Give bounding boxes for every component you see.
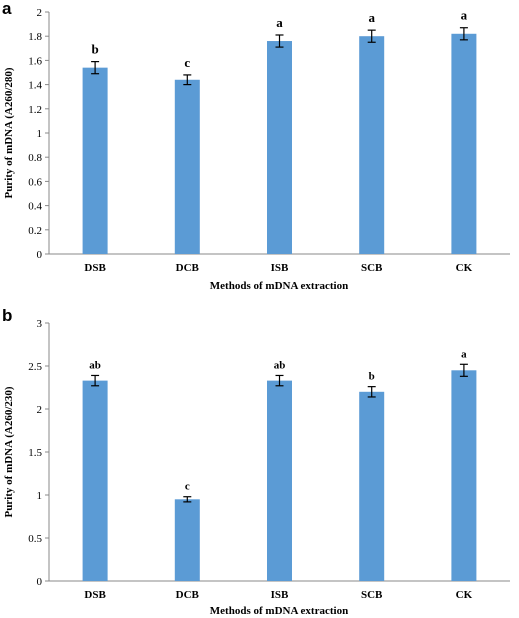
- panel-b-bar-isb: [267, 380, 292, 581]
- panel-b-error-bar-dsb: [91, 374, 100, 387]
- panel-b-x-tick-label-dsb: DSB: [84, 589, 106, 601]
- panel-a-y-ticks: 0 0.2 0.4 0.6 0.8 1 1.2 1.4 1.6 1.8 2: [28, 7, 49, 261]
- panel-b-bar-scb: [359, 391, 385, 581]
- panel-a-significance-label-dsb: b: [91, 42, 98, 57]
- panel-b-error-bar-isb: [275, 374, 284, 387]
- panel-a-error-bar-dsb: [91, 61, 100, 75]
- panel-a-chart: a 00.20.40.60.811.21.41.61.82 bca a a DSB D…: [2, 0, 510, 292]
- panel-b-x-tick-label-isb: ISB: [271, 589, 289, 601]
- panel-a-x-tick-label-dcb: DCB: [176, 262, 200, 274]
- panel-a-letter: a: [2, 0, 12, 18]
- panel-a-x-tick-label-isb: ISB: [271, 262, 289, 274]
- panel-b-chart: b 0 0.5 1 1.5 2 2.5 3 ab c ab b a DSB DCB ISB SCB CK M…: [2, 306, 510, 617]
- panel-b-bar-dcb: [174, 499, 200, 581]
- panel-a-error-bar-ck: [459, 27, 468, 41]
- panel-a-y-tick-label: 1: [37, 128, 43, 140]
- panel-a-y-tick-label: 1.4: [28, 80, 42, 92]
- panel-b-y-tick-label: 3: [37, 318, 43, 330]
- panel-a-y-tick-label: 0.4: [28, 201, 42, 213]
- panel-a-significance-label-ck: a: [461, 8, 468, 23]
- panel-b-x-tick-label-dcb: DCB: [176, 589, 200, 601]
- panel-a-bar-dsb: [82, 67, 108, 254]
- panel-a-y-tick-label: 0.2: [28, 225, 42, 237]
- panel-b-y-tick-label: 2: [37, 404, 43, 416]
- panel-b-bars: ab c ab b a: [82, 348, 477, 581]
- panel-a-bar-isb: [267, 41, 292, 254]
- panel-b-bar-dsb: [82, 380, 108, 581]
- panel-a-significance-label-isb: a: [276, 15, 283, 30]
- panel-b-y-tick-label: 1.5: [28, 447, 42, 459]
- panel-b-x-tick-labels: DSB DCB ISB SCB CK: [84, 589, 472, 601]
- panel-a-error-bar-scb: [367, 29, 376, 43]
- panel-a-x-tick-label-ck: CK: [456, 262, 473, 274]
- panel-a-bars: b c a a a: [82, 8, 477, 255]
- panel-a-y-tick-label: 2: [37, 7, 43, 19]
- panel-b-significance-label-dcb: c: [185, 481, 190, 493]
- panel-b-significance-label-scb: b: [369, 371, 375, 383]
- panel-b-x-tick-label-scb: SCB: [361, 589, 383, 601]
- panel-b-bar-ck: [451, 370, 477, 581]
- panel-b-significance-label-ck: a: [461, 348, 467, 360]
- panel-a-bar-dcb: [174, 79, 200, 254]
- panel-a-y-tick-label: 0.8: [28, 152, 42, 164]
- panel-b-y-tick-label: 0: [37, 576, 43, 588]
- panel-b-x-tick-label-ck: CK: [456, 589, 473, 601]
- panel-a-error-bar-isb: [275, 34, 284, 48]
- panel-b-x-axis-title: Methods of mDNA extraction: [210, 605, 348, 617]
- panel-a-y-tick-label: 1.8: [28, 31, 42, 43]
- panel-b-error-bar-ck: [459, 363, 468, 377]
- panel-b-y-ticks: 0 0.5 1 1.5 2 2.5 3: [28, 318, 49, 588]
- panel-b-letter: b: [2, 306, 12, 325]
- panel-a-y-axis-title: Purity of mDNA (A260/280): [3, 67, 15, 198]
- panel-b-significance-label-dsb: ab: [89, 359, 101, 371]
- panel-b-y-tick-label: 1: [37, 490, 43, 502]
- panel-a-x-tick-label-scb: SCB: [361, 262, 383, 274]
- panel-b-error-bar-dcb: [183, 496, 192, 503]
- panel-a-error-bar-dcb: [183, 74, 192, 86]
- panel-a-significance-label-scb: a: [368, 10, 375, 25]
- panel-b-y-tick-label: 0.5: [28, 533, 42, 545]
- panel-a-y-tick-label: 1.6: [28, 55, 42, 67]
- panel-a-bar-scb: [359, 36, 385, 255]
- panel-a-y-tick-label: 1.2: [28, 104, 42, 116]
- panel-a-y-tick-label: 0.6: [28, 176, 42, 188]
- panel-a-significance-label-dcb: c: [184, 55, 190, 70]
- panel-b-y-tick-label: 2.5: [28, 361, 42, 373]
- panel-b-significance-label-isb: ab: [274, 359, 286, 371]
- panel-b-y-axis-title: Purity of mDNA (A260/230): [3, 386, 15, 517]
- panel-a-x-axis-title: Methods of mDNA extraction: [210, 280, 348, 292]
- panel-a-x-tick-label-dsb: DSB: [84, 262, 106, 274]
- panel-a-y-tick-label: 0: [37, 249, 43, 261]
- panel-a-bar-ck: [451, 33, 477, 254]
- panel-b-error-bar-scb: [367, 386, 376, 398]
- panel-a-x-tick-labels: DSB DCB ISB SCB CK: [84, 262, 472, 274]
